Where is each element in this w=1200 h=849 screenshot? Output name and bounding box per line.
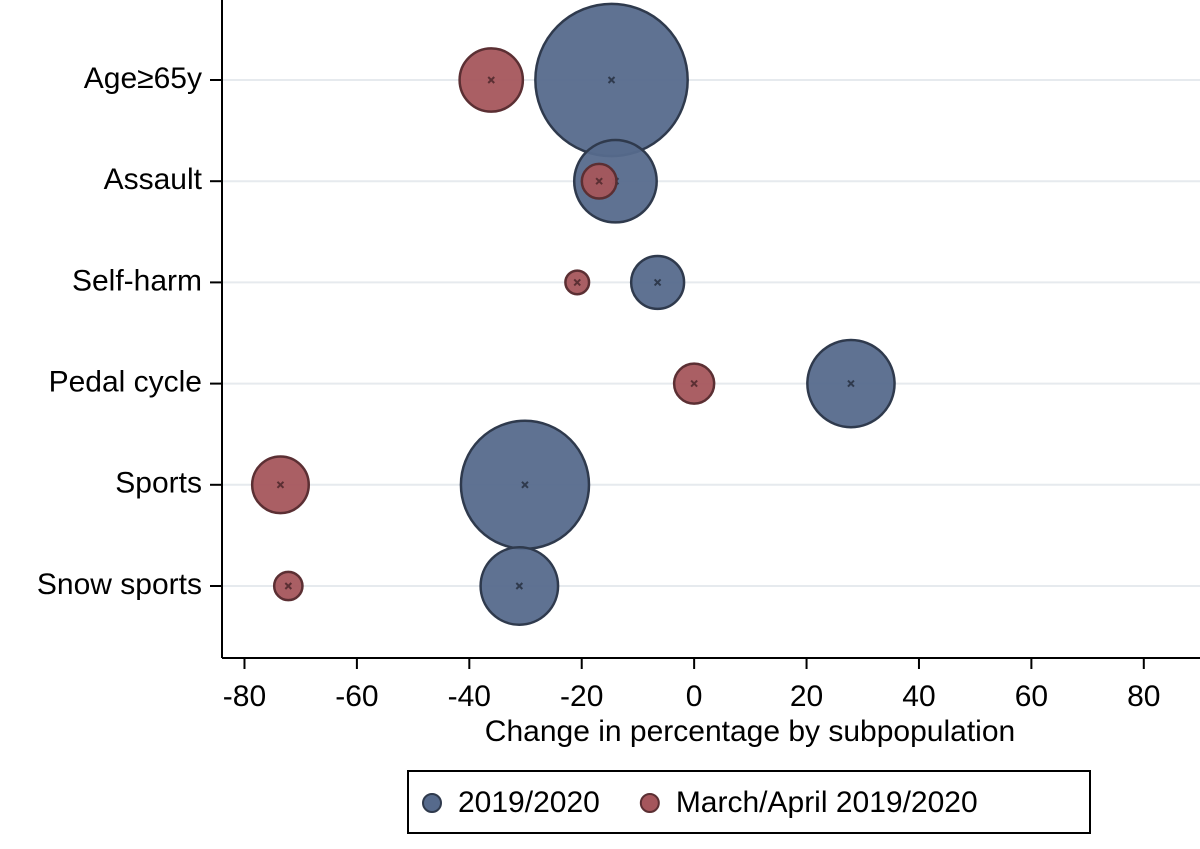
y-tick-label: Snow sports: [37, 568, 202, 601]
bubble-center: [521, 481, 529, 489]
legend-marker: [422, 793, 442, 813]
y-tick-label: Self-harm: [72, 264, 202, 297]
legend-box: [407, 770, 1091, 834]
x-tick-label: 40: [902, 680, 935, 713]
x-tick-label: 80: [1127, 680, 1160, 713]
bubble-center: [847, 379, 855, 388]
x-tick-label: -80: [223, 680, 266, 713]
x-tick-label: 20: [790, 680, 823, 713]
x-axis-title: Change in percentage by subpopulation: [485, 715, 1015, 748]
bubble-center: [276, 481, 285, 489]
x-tick-label: -60: [335, 680, 378, 713]
x-tick-label: 60: [1015, 680, 1048, 713]
bubble-center: [595, 177, 603, 185]
x-tick-label: -20: [560, 680, 603, 713]
legend-label: 2019/2020: [458, 786, 600, 819]
y-tick-label: Age≥65y: [84, 62, 202, 95]
bubble-center: [515, 582, 524, 590]
legend-marker: [639, 793, 660, 813]
bubble-center: [690, 379, 698, 388]
legend-label: March/April 2019/2020: [676, 786, 978, 819]
bubble-center: [607, 76, 616, 84]
bubble-center: [284, 582, 293, 590]
bubble-center: [573, 278, 581, 287]
y-tick-label: Pedal cycle: [49, 366, 202, 399]
bubble-center: [487, 76, 495, 84]
x-tick-label: 0: [686, 680, 703, 713]
x-tick-label: -40: [448, 680, 491, 713]
bubble-center: [653, 278, 662, 287]
y-tick-label: Sports: [115, 467, 202, 500]
y-tick-label: Assault: [104, 163, 203, 196]
